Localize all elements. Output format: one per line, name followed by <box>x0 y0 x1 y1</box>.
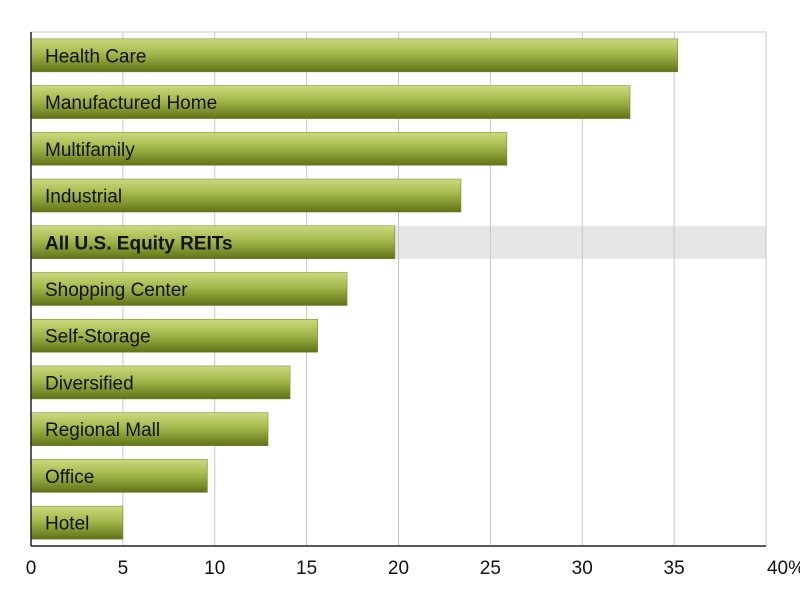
category-label: Self-Storage <box>45 327 151 348</box>
x-tick-label: 20 <box>388 558 409 579</box>
category-label: Office <box>45 467 94 488</box>
category-label: Regional Mall <box>45 420 160 441</box>
category-label: Diversified <box>45 373 134 394</box>
bar <box>30 365 291 400</box>
bar <box>30 85 631 119</box>
x-tick-label: 35 <box>664 558 685 579</box>
category-label: Hotel <box>45 514 89 535</box>
category-label: All U.S. Equity REITs <box>45 233 233 254</box>
bar <box>30 272 348 306</box>
bar <box>30 505 124 540</box>
category-label: Health Care <box>45 46 146 67</box>
category-label: Manufactured Home <box>45 93 217 114</box>
bar <box>30 38 679 73</box>
x-tick-label: 5 <box>118 558 129 579</box>
x-tick-label: 40% <box>767 558 800 579</box>
category-label: Multifamily <box>45 140 135 161</box>
bar <box>30 459 208 493</box>
bar <box>30 225 396 260</box>
x-tick-label: 15 <box>296 558 317 579</box>
category-label: Shopping Center <box>45 280 188 301</box>
bar <box>30 412 269 446</box>
bar <box>30 178 462 213</box>
x-tick-label: 25 <box>480 558 501 579</box>
x-tick-label: 10 <box>204 558 225 579</box>
category-label: Industrial <box>45 187 122 208</box>
bar <box>30 318 318 353</box>
x-tick-label: 0 <box>26 558 37 579</box>
x-tick-label: 30 <box>572 558 593 579</box>
